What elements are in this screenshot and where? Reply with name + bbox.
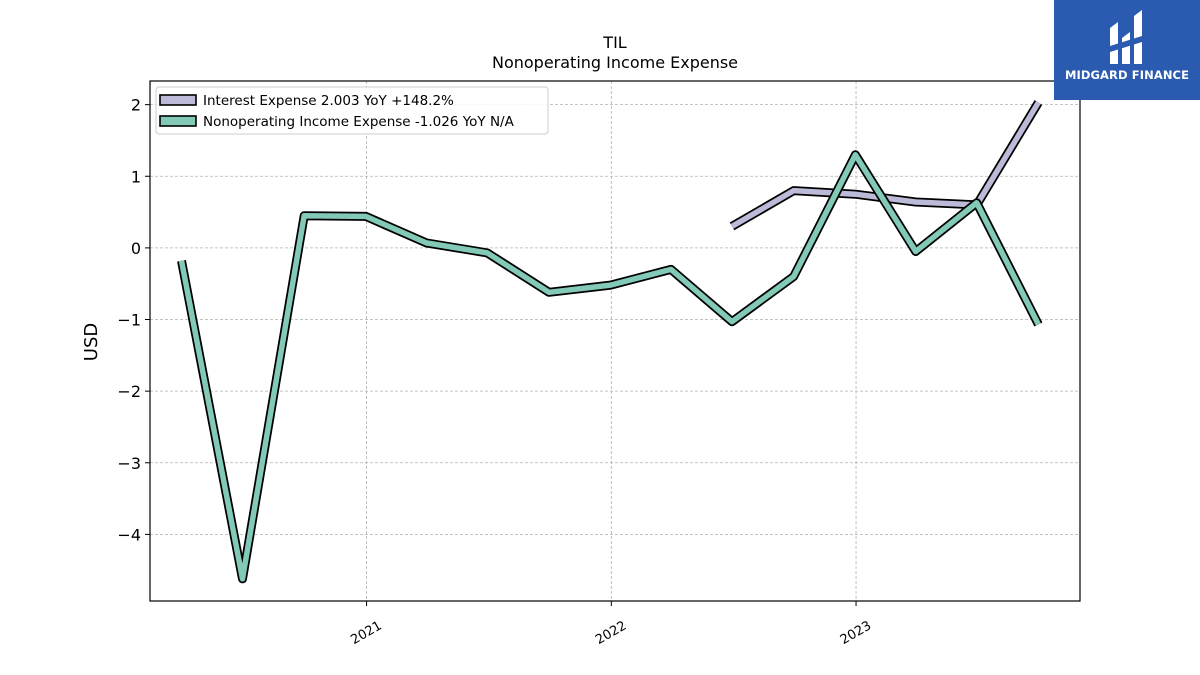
y-tick-label: 2 [131, 96, 141, 115]
y-tick-label: −4 [117, 525, 141, 544]
logo-text: MIDGARD FINANCE [1064, 68, 1190, 82]
y-tick-label: −2 [117, 382, 141, 401]
x-tick-label: 2023 [838, 618, 874, 648]
legend-swatch [159, 115, 197, 127]
plot-frame [149, 80, 1081, 602]
series-line [178, 152, 1041, 582]
legend: Interest Expense 2.003 YoY +148.2% Nonope… [155, 86, 549, 135]
legend-box [155, 86, 549, 135]
chart-subtitle: Nonoperating Income Expense [492, 53, 738, 72]
series-layer [177, 100, 1043, 584]
y-tick-label: 0 [131, 239, 141, 258]
y-axis-label: USD [81, 323, 102, 361]
logo-icon [1110, 10, 1142, 64]
axes: 2 1 0 −1 −2 −3 −4 2021 2022 2023 [117, 96, 874, 648]
series-1 [177, 150, 1043, 584]
x-tick-label: 2022 [593, 618, 629, 648]
brand-logo: MIDGARD FINANCE [1054, 0, 1200, 100]
chart-title: TIL [602, 33, 626, 52]
y-tick-label: −3 [117, 454, 141, 473]
y-tick-label: 1 [131, 167, 141, 186]
x-tick-label: 2021 [348, 618, 384, 648]
grid [150, 81, 1080, 601]
legend-label: Nonoperating Income Expense -1.026 YoY N… [203, 114, 515, 130]
y-tick-label: −1 [117, 311, 141, 330]
legend-label: Interest Expense 2.003 YoY +148.2% [203, 93, 454, 109]
legend-swatch [159, 94, 197, 106]
